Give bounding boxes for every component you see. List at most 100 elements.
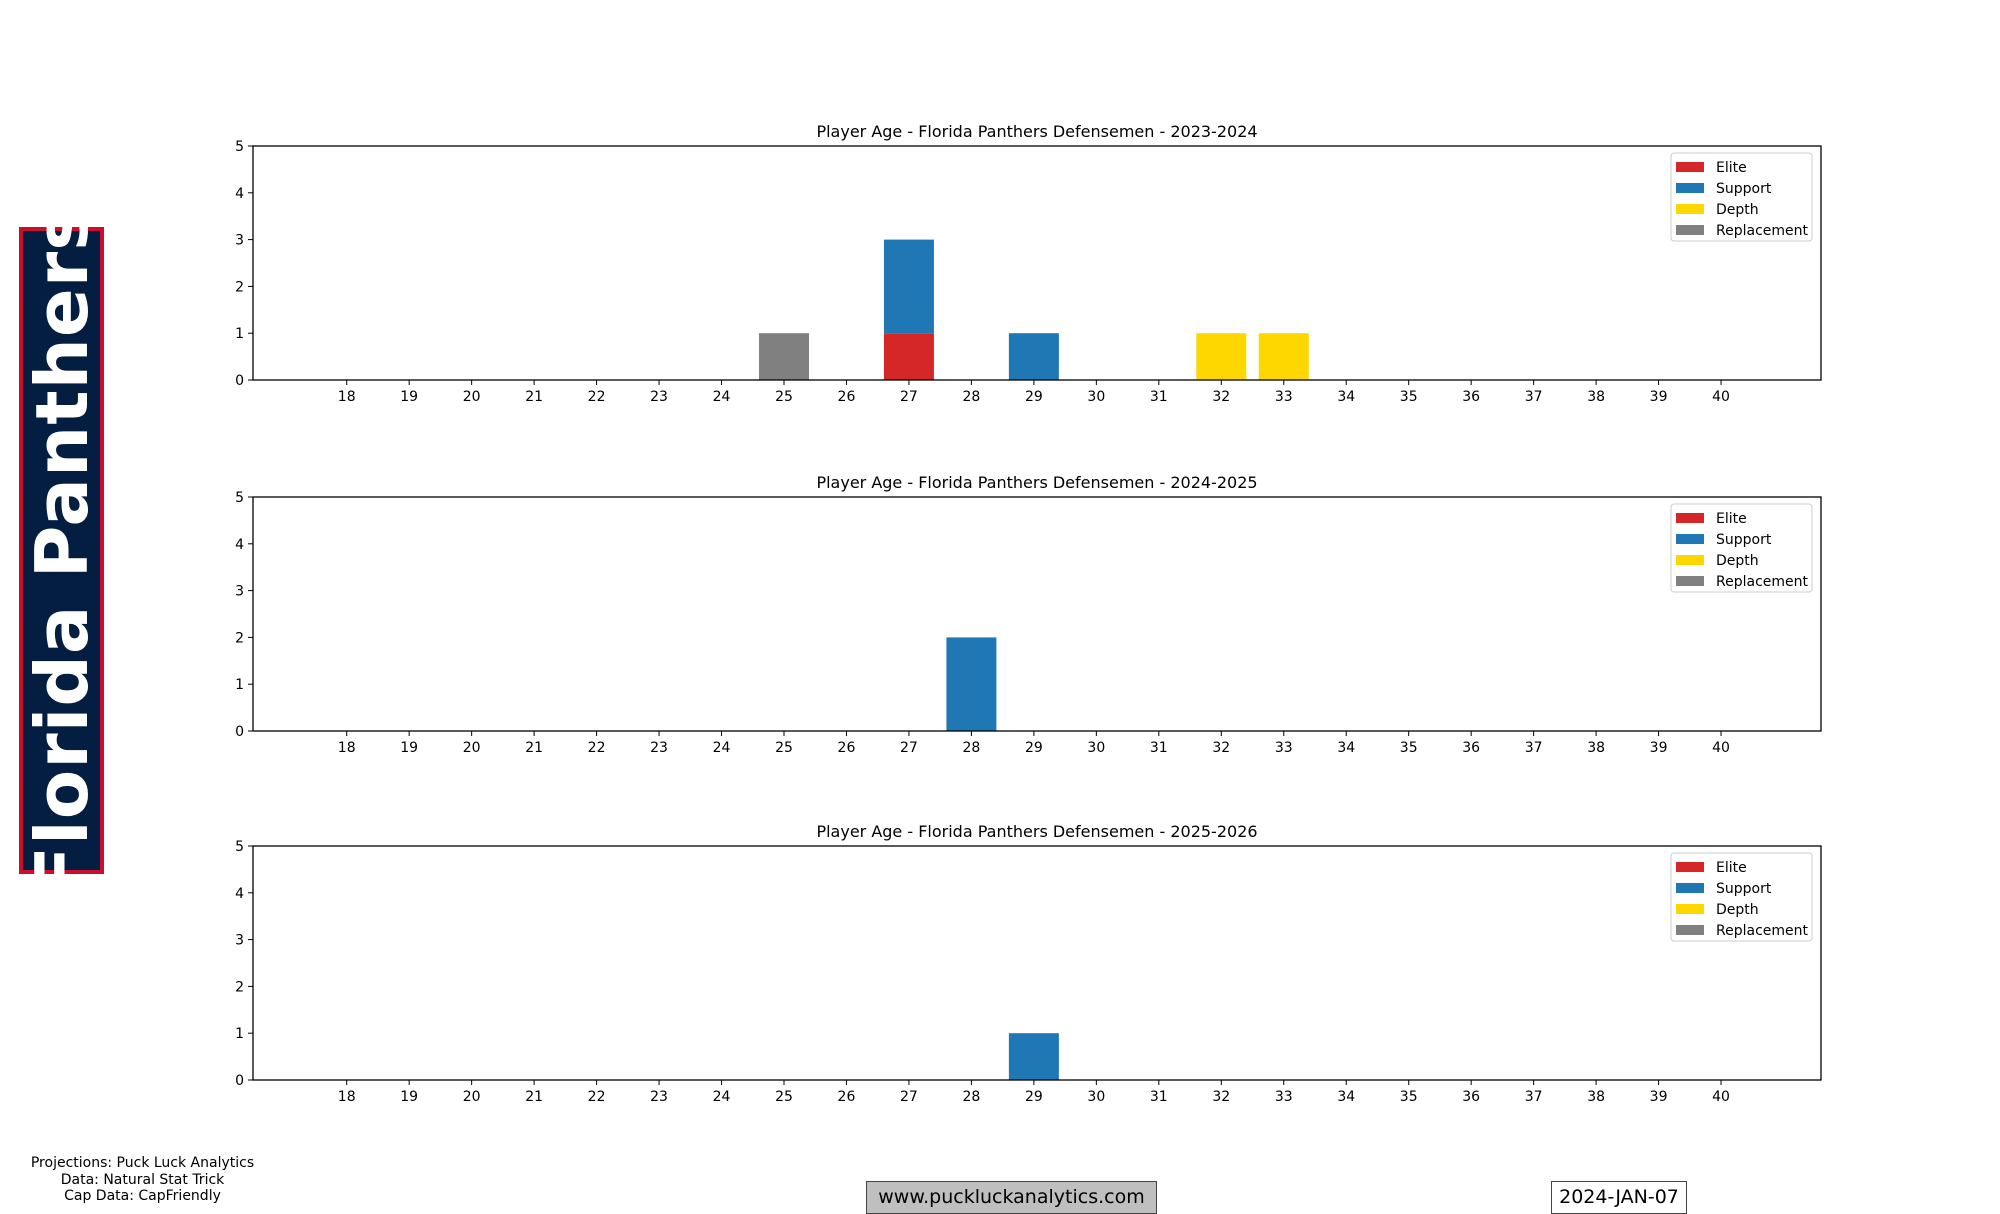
credit-projections: Projections: Puck Luck Analytics [30,1155,255,1171]
x-tick-label: 34 [1337,740,1355,756]
x-tick-label: 39 [1650,389,1668,405]
x-tick-label: 30 [1087,740,1105,756]
x-tick-label: 25 [775,1089,793,1105]
x-tick-label: 32 [1212,740,1230,756]
x-tick-label: 40 [1712,740,1730,756]
x-tick-label: 39 [1650,740,1668,756]
x-tick-label: 25 [775,740,793,756]
chart-1: Player Age - Florida Panthers Defensemen… [235,473,1822,756]
legend-swatch-depth [1676,555,1704,565]
y-tick-label: 0 [235,724,244,740]
y-tick-label: 3 [235,933,244,949]
chart-title: Player Age - Florida Panthers Defensemen… [816,822,1257,841]
x-tick-label: 20 [463,740,481,756]
x-tick-label: 27 [900,389,918,405]
axes-frame [252,496,1822,732]
axes-frame [252,845,1822,1081]
x-tick-label: 30 [1087,389,1105,405]
x-tick-label: 32 [1212,389,1230,405]
bar-replacement-25 [758,333,809,380]
bar-elite-27 [883,333,934,380]
y-tick-label: 0 [235,373,244,389]
y-tick-label: 2 [235,979,244,995]
x-tick-label: 21 [525,1089,543,1105]
credits: Projections: Puck Luck Analytics Data: N… [20,1155,265,1205]
legend-swatch-replacement [1676,225,1704,235]
bar-support-29 [1008,333,1059,380]
x-tick-label: 21 [525,389,543,405]
x-tick-label: 37 [1525,740,1543,756]
x-tick-label: 28 [962,1089,980,1105]
y-tick-label: 4 [235,537,244,553]
chart-2: Player Age - Florida Panthers Defensemen… [235,822,1822,1105]
x-tick-label: 25 [775,389,793,405]
x-tick-label: 29 [1025,740,1043,756]
website-label: www.puckluckanalytics.com [866,1181,1157,1214]
legend-label-replacement: Replacement [1716,574,1809,590]
legend-label-replacement: Replacement [1716,223,1809,239]
bar-depth-32 [1196,333,1247,380]
legend [1670,503,1813,593]
x-tick-label: 36 [1462,740,1480,756]
legend-label-replacement: Replacement [1716,923,1809,939]
y-tick-label: 2 [235,630,244,646]
legend-swatch-replacement [1676,576,1704,586]
x-tick-label: 20 [463,1089,481,1105]
x-tick-label: 28 [962,389,980,405]
x-tick-label: 36 [1462,389,1480,405]
x-tick-label: 19 [400,1089,418,1105]
y-tick-label: 4 [235,886,244,902]
legend-swatch-elite [1676,162,1704,172]
x-tick-label: 26 [838,1089,856,1105]
x-tick-label: 30 [1087,1089,1105,1105]
x-tick-label: 34 [1337,389,1355,405]
y-tick-label: 1 [235,326,244,342]
legend-swatch-depth [1676,904,1704,914]
x-tick-label: 37 [1525,1089,1543,1105]
date-label: 2024-JAN-07 [1551,1181,1687,1214]
chart-0: Player Age - Florida Panthers Defensemen… [235,122,1822,405]
y-tick-label: 1 [235,1026,244,1042]
legend-label-support: Support [1716,881,1772,897]
x-tick-label: 40 [1712,389,1730,405]
bar-depth-33 [1258,333,1309,380]
x-tick-label: 21 [525,740,543,756]
x-tick-label: 22 [588,389,606,405]
y-tick-label: 1 [235,677,244,693]
legend-label-depth: Depth [1716,902,1759,918]
x-tick-label: 31 [1150,1089,1168,1105]
x-tick-label: 18 [338,389,356,405]
x-tick-label: 31 [1150,740,1168,756]
legend-swatch-depth [1676,204,1704,214]
x-tick-label: 20 [463,389,481,405]
x-tick-label: 29 [1025,389,1043,405]
x-tick-label: 23 [650,389,668,405]
legend [1670,152,1813,242]
x-tick-label: 19 [400,740,418,756]
y-tick-label: 4 [235,186,244,202]
x-tick-label: 22 [588,1089,606,1105]
x-tick-label: 35 [1400,389,1418,405]
legend-swatch-support [1676,534,1704,544]
x-tick-label: 34 [1337,1089,1355,1105]
legend-label-elite: Elite [1716,511,1747,527]
y-tick-label: 3 [235,584,244,600]
x-tick-label: 29 [1025,1089,1043,1105]
x-tick-label: 40 [1712,1089,1730,1105]
legend-swatch-replacement [1676,925,1704,935]
legend [1670,852,1813,942]
legend-label-support: Support [1716,532,1772,548]
x-tick-label: 18 [338,740,356,756]
y-tick-label: 0 [235,1073,244,1089]
x-tick-label: 38 [1587,1089,1605,1105]
y-tick-label: 5 [235,139,244,155]
x-tick-label: 38 [1587,740,1605,756]
x-tick-label: 22 [588,740,606,756]
legend-label-depth: Depth [1716,553,1759,569]
chart-title: Player Age - Florida Panthers Defensemen… [816,122,1257,141]
legend-swatch-elite [1676,513,1704,523]
y-tick-label: 2 [235,279,244,295]
bar-support-29 [1008,1033,1059,1080]
x-tick-label: 24 [713,1089,731,1105]
